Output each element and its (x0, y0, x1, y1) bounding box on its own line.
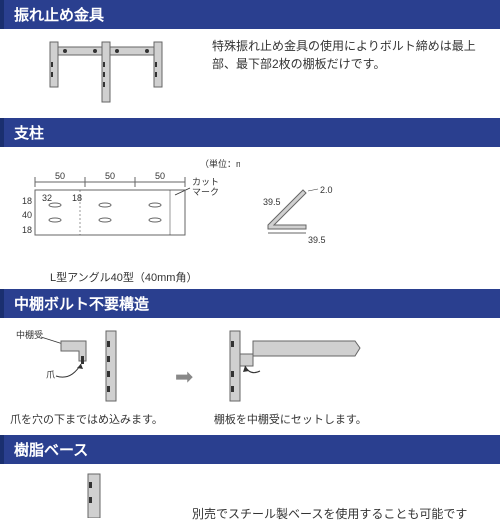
diagram-furedome (10, 37, 200, 110)
diagram-nakadana-right: 棚板を中棚受にセットします。 (205, 326, 375, 427)
svg-text:50: 50 (105, 171, 115, 181)
furedome-desc: 特殊振れ止め金具の使用によりボルト締めは最上部、最下部2枚の棚板だけです。 (212, 37, 490, 110)
unit-label: （単位：mm） (200, 158, 240, 169)
section-title: 樹脂ベース (14, 442, 88, 459)
section-header-nakadana: 中棚ボルト不要構造 (0, 289, 500, 318)
shichu-caption: L型アングル40型（40mm角） (50, 269, 490, 285)
nakadana-left-caption: 爪を穴の下まではめ込みます。 (10, 411, 163, 427)
cut-mark-label: カット (192, 177, 219, 187)
cut-mark-label2: マーク (192, 187, 219, 197)
svg-text:32: 32 (42, 193, 52, 203)
nakadana-right-caption: 棚板を中棚受にセットします。 (205, 411, 375, 427)
svg-text:39.5: 39.5 (263, 197, 281, 207)
svg-text:40: 40 (22, 210, 32, 220)
svg-text:18: 18 (22, 225, 32, 235)
svg-text:中棚受: 中棚受 (16, 329, 43, 340)
svg-text:2.0: 2.0 (320, 185, 333, 195)
section-title: 中棚ボルト不要構造 (14, 296, 149, 313)
svg-text:18: 18 (72, 193, 82, 203)
diagram-nakadana-left: 中棚受 爪 爪を穴の下まではめ込みます。 (10, 326, 163, 427)
section-body-shichu: （単位：mm） カット マーク 50 50 50 32 18 (0, 147, 500, 289)
diagram-jushi (10, 472, 180, 523)
diagram-shichu-angle: 2.0 39.5 39.5 (248, 155, 358, 255)
section-body-jushi: 別売でスチール製ベースを使用することも可能です (0, 464, 500, 531)
shichu-front-svg: （単位：mm） カット マーク 50 50 50 32 18 (10, 155, 240, 250)
section-body-furedome: 特殊振れ止め金具の使用によりボルト締めは最上部、最下部2枚の棚板だけです。 (0, 29, 500, 118)
jushi-desc: 別売でスチール製ベースを使用することも可能です (192, 505, 467, 523)
section-header-jushi: 樹脂ベース (0, 435, 500, 464)
svg-text:50: 50 (155, 171, 165, 181)
section-title: 支柱 (14, 125, 44, 142)
arrow-icon: ➡ (175, 364, 193, 390)
nakadana-left-svg: 中棚受 爪 (11, 326, 161, 404)
jushi-svg (10, 472, 180, 518)
svg-text:50: 50 (55, 171, 65, 181)
section-header-furedome: 振れ止め金具 (0, 0, 500, 29)
svg-text:爪: 爪 (46, 370, 55, 380)
shichu-angle-svg: 2.0 39.5 39.5 (248, 155, 358, 250)
furedome-svg (10, 37, 200, 105)
section-body-nakadana: 中棚受 爪 爪を穴の下まではめ込みます。 ➡ 棚板を中棚受にセットします。 (0, 318, 500, 435)
section-title: 振れ止め金具 (14, 7, 104, 24)
section-header-shichu: 支柱 (0, 118, 500, 147)
diagram-shichu-front: （単位：mm） カット マーク 50 50 50 32 18 (10, 155, 240, 255)
nakadana-right-svg (205, 326, 375, 404)
svg-text:18: 18 (22, 196, 32, 206)
svg-text:39.5: 39.5 (308, 235, 326, 245)
